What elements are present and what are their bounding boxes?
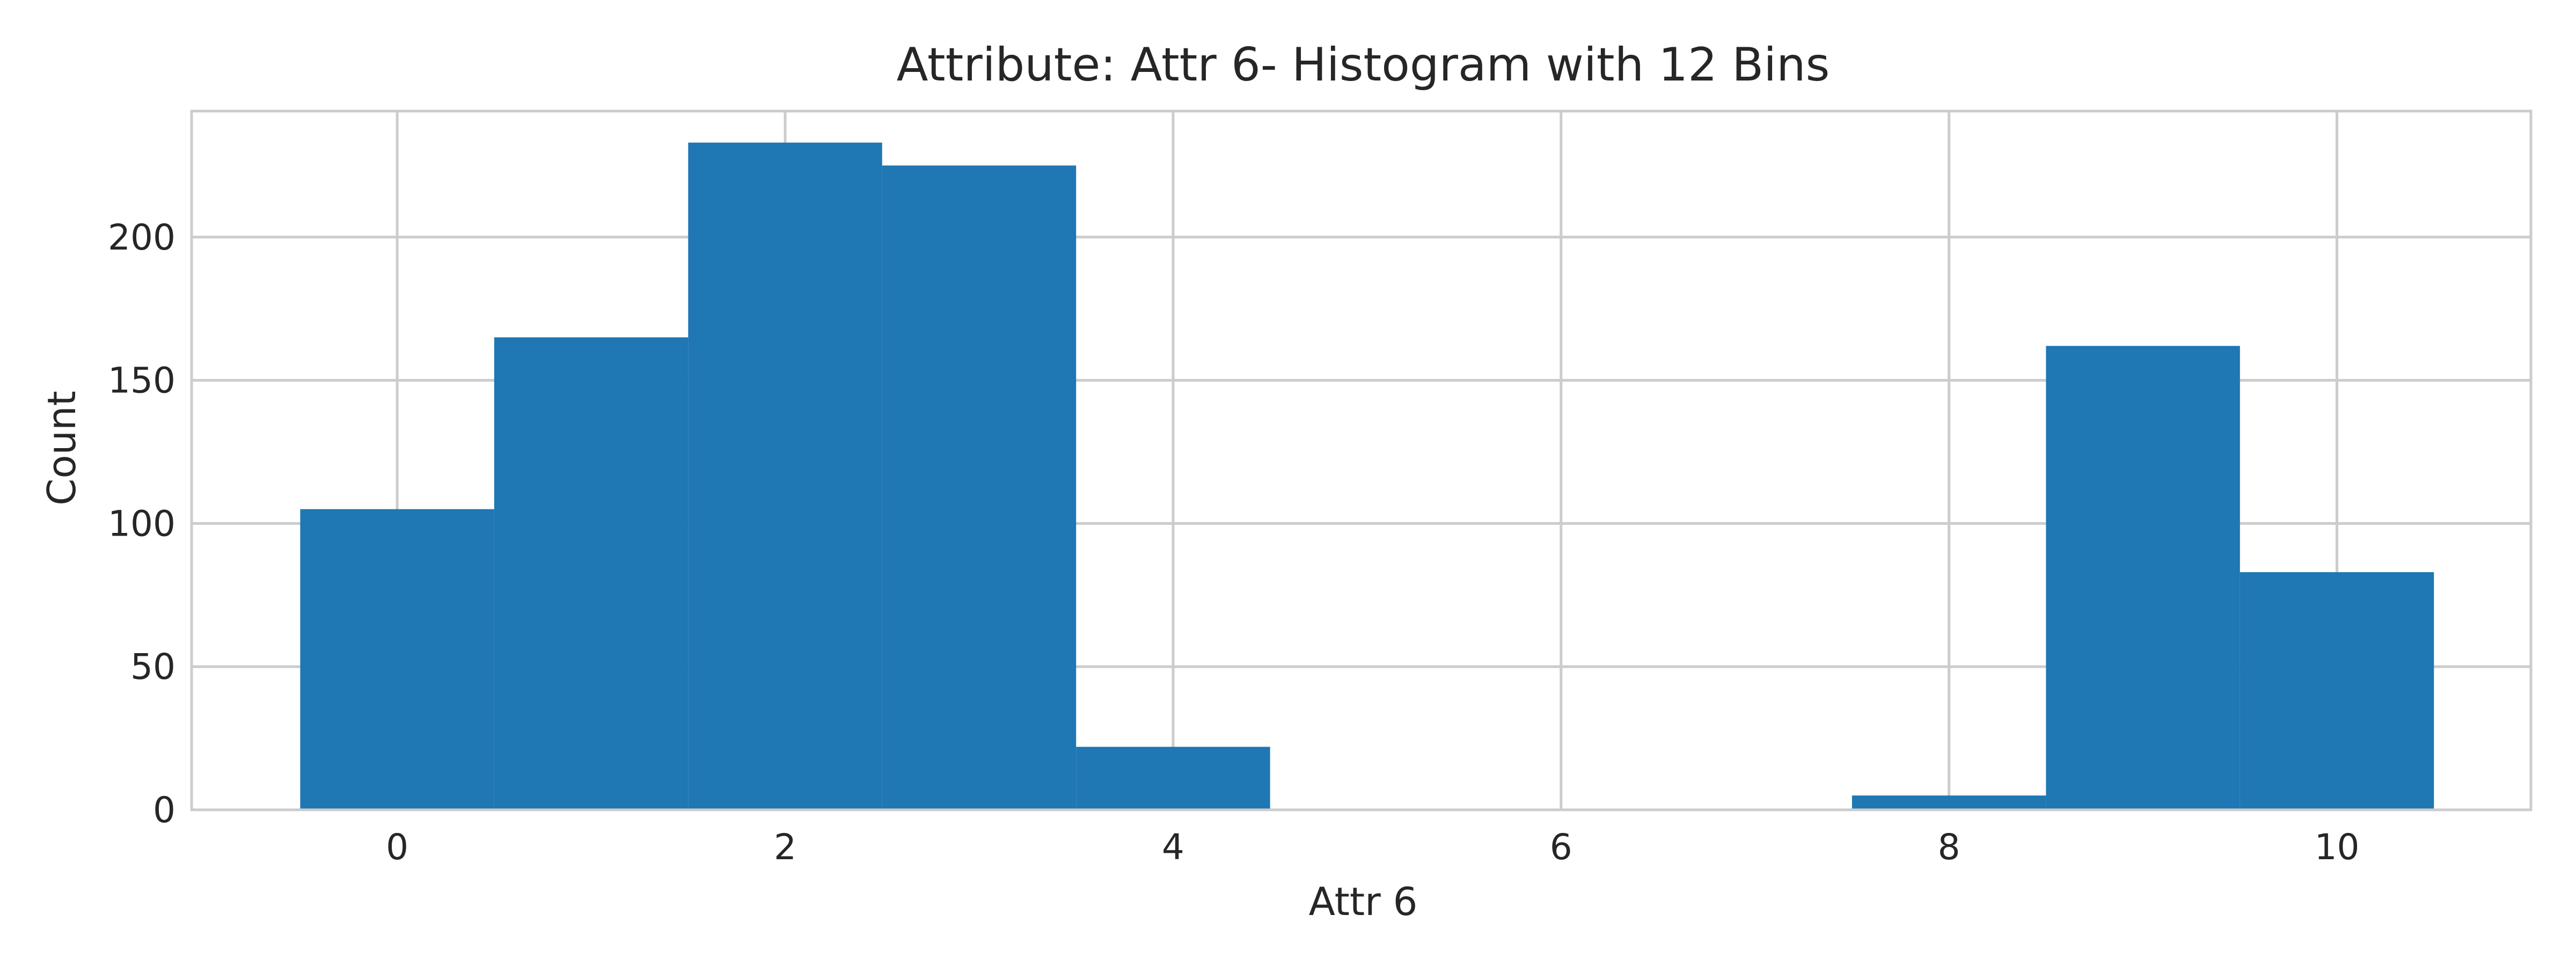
y-tick-label: 0 (153, 789, 175, 831)
plot-frame (190, 109, 2533, 811)
x-tick-label: 0 (386, 826, 408, 868)
histogram-bars (300, 142, 2434, 810)
x-tick-label: 6 (1550, 826, 1572, 868)
histogram-bar (1076, 747, 1270, 810)
y-tick-label: 50 (130, 646, 175, 687)
x-tick-label: 10 (2315, 826, 2360, 868)
histogram-bar (688, 142, 882, 810)
histogram-bar (300, 509, 494, 810)
histogram-bar (2046, 346, 2240, 810)
histogram-bar (882, 165, 1077, 810)
y-axis-label: Count (39, 391, 84, 506)
x-tick-label: 8 (1938, 826, 1960, 868)
y-tick-label: 150 (108, 360, 175, 401)
x-tick-label: 4 (1162, 826, 1184, 868)
histogram-bar (2240, 572, 2434, 810)
chart-title: Attribute: Attr 6- Histogram with 12 Bin… (897, 38, 1830, 92)
x-tick-labels: 0 2 4 6 8 10 (386, 826, 2359, 868)
y-tick-label: 100 (108, 503, 175, 544)
x-tick-label: 2 (774, 826, 796, 868)
x-axis-label: Attr 6 (1309, 879, 1418, 924)
y-tick-labels: 0 50 100 150 200 (108, 217, 175, 831)
histogram-bar (494, 337, 689, 810)
y-tick-label: 200 (108, 217, 175, 258)
histogram-bar (1851, 795, 2046, 810)
